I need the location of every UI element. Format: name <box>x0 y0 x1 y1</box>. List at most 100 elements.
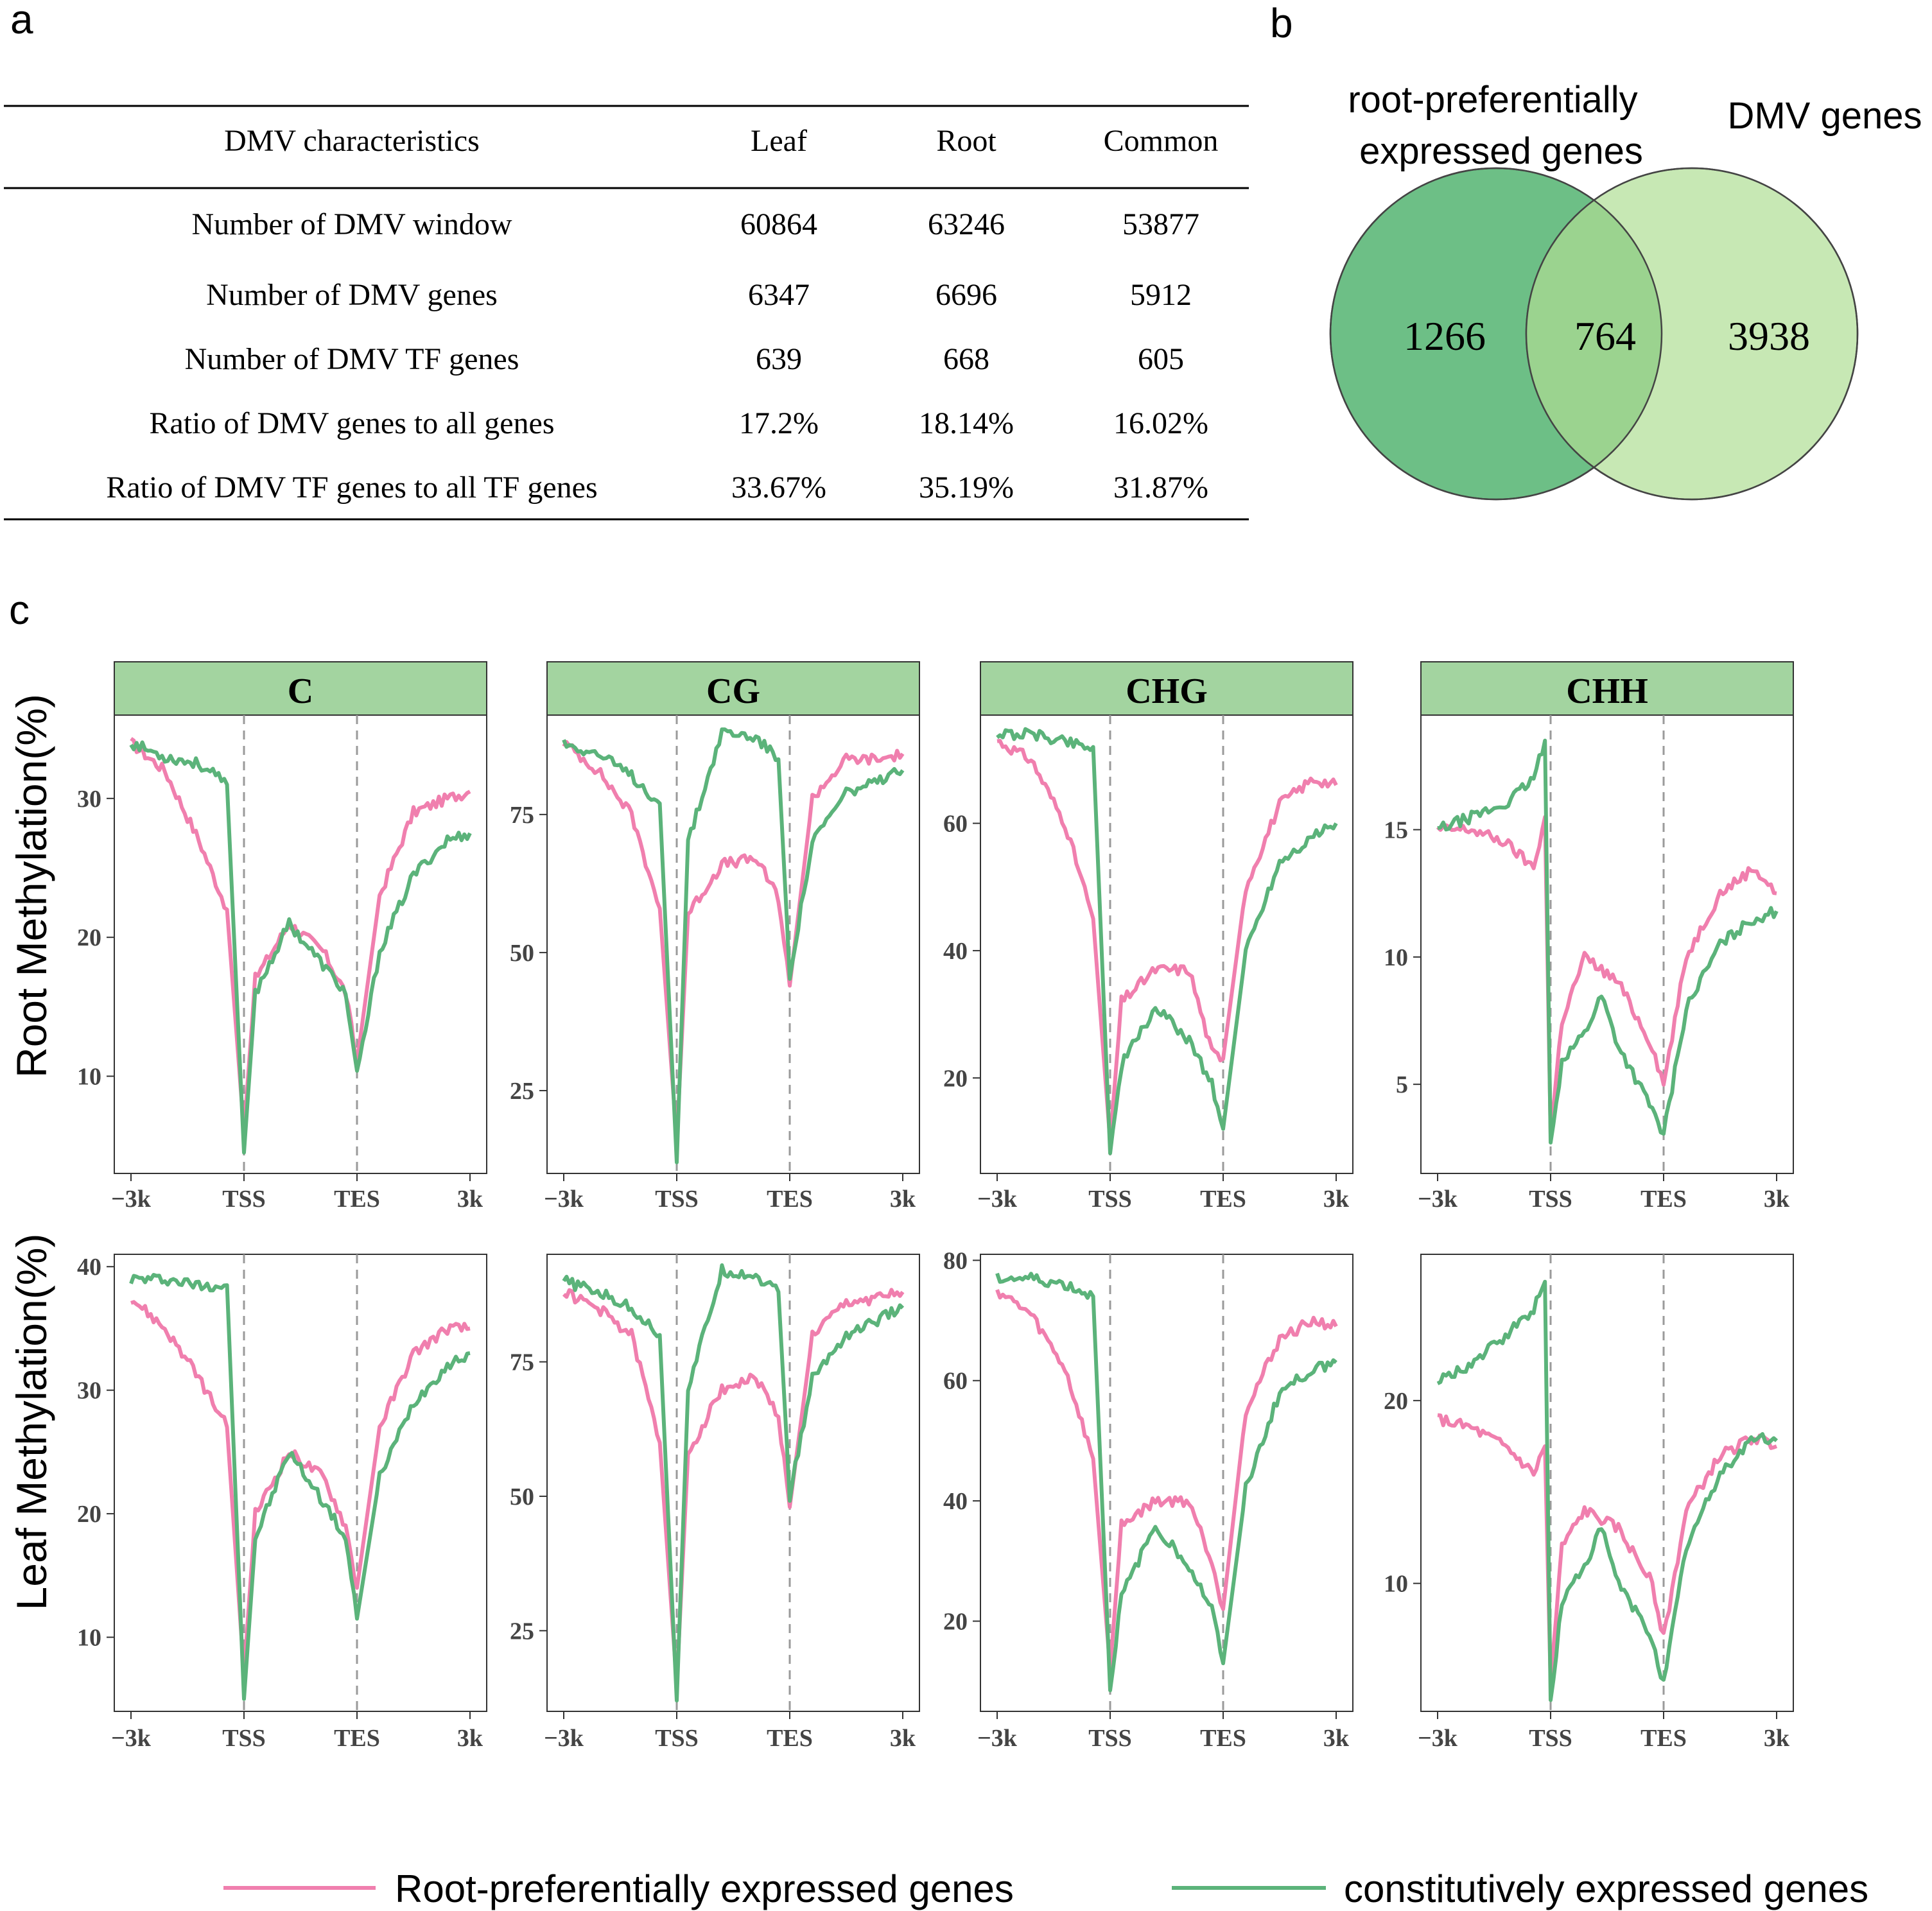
panel-root-CHG: CHG −3k TSS TES 3k 20 40 60 <box>943 661 1353 1213</box>
facet-strip <box>114 661 487 716</box>
panel-label-c: c <box>9 587 30 633</box>
table-cell: 17.2% <box>739 406 819 440</box>
x-tick-label: TSS <box>655 1725 699 1752</box>
y-tick-label: 75 <box>510 1349 534 1376</box>
series-line-root-preferential <box>995 1289 1338 1672</box>
plot-frame <box>546 1254 920 1712</box>
x-tick-label: 3k <box>457 1725 483 1752</box>
x-tick-label: 3k <box>1323 1186 1350 1213</box>
venn-overlap-count: 764 <box>1574 313 1636 359</box>
venn-right-only-count: 3938 <box>1728 313 1810 359</box>
plot-frame <box>980 714 1353 1174</box>
table-cell: 60864 <box>740 207 817 241</box>
panel-leaf-CG: −3k TSS TES 3k 25 50 75 <box>510 1254 920 1752</box>
y-tick-label: 50 <box>510 1483 534 1510</box>
series-line-constitutive <box>562 1263 905 1703</box>
legend-label-constitutive: constitutively expressed genes <box>1344 1867 1868 1910</box>
panel-leaf-C: −3k TSS TES 3k 10 20 30 40 <box>77 1254 487 1752</box>
panel-leaf-CHG: −3k TSS TES 3k 20 40 60 80 <box>943 1247 1353 1752</box>
series-line-constitutive <box>995 1272 1337 1693</box>
series-line-root-preferential <box>996 739 1338 1144</box>
y-tick-label: 15 <box>1384 817 1408 844</box>
venn-left-only-count: 1266 <box>1404 313 1486 359</box>
x-tick-label: TSS <box>1088 1186 1132 1213</box>
series-line-root-preferential <box>1437 1413 1778 1686</box>
x-tick-label: 3k <box>457 1186 483 1213</box>
x-tick-label: TES <box>767 1725 813 1752</box>
x-tick-label: −3k <box>977 1725 1018 1752</box>
series-line-constitutive <box>996 727 1338 1155</box>
y-tick-label: 30 <box>77 786 101 813</box>
table-cell: 31.87% <box>1113 471 1208 505</box>
y-tick-label: 20 <box>1384 1388 1408 1415</box>
plot-frame <box>114 714 487 1174</box>
y-tick-label: 75 <box>510 802 534 829</box>
y-tick-label: 10 <box>77 1064 101 1091</box>
x-tick-label: TES <box>1640 1725 1687 1752</box>
x-tick-label: TSS <box>655 1186 699 1213</box>
x-tick-label: 3k <box>1764 1725 1790 1752</box>
table-header-leaf: Leaf <box>751 124 807 158</box>
x-tick-label: TES <box>1640 1186 1687 1213</box>
table-row-label: Number of DMV window <box>191 207 512 241</box>
x-tick-label: −3k <box>977 1186 1018 1213</box>
x-tick-label: 3k <box>890 1725 916 1752</box>
x-tick-label: TSS <box>1529 1186 1572 1213</box>
facet-strip-label: CHG <box>1126 671 1208 711</box>
y-tick-label: 25 <box>510 1618 534 1645</box>
series-line-root-preferential <box>130 1300 471 1677</box>
methylation-profiles: C −3k TSS TES 3k 10 20 30 CG −3k TSS TES 3k 25 50 75 CHG… <box>77 661 1794 1752</box>
y-tick-label: 20 <box>943 1608 968 1635</box>
y-tick-label: 40 <box>943 1488 968 1515</box>
x-tick-label: 3k <box>890 1186 916 1213</box>
table-cell: 605 <box>1138 342 1184 376</box>
table-row-label: Number of DMV genes <box>206 278 498 312</box>
dmv-table: DMV characteristics Leaf Root Common Num… <box>106 124 1218 505</box>
table-cell: 668 <box>943 342 989 376</box>
y-tick-label: 40 <box>943 938 968 965</box>
y-tick-label: 25 <box>510 1078 534 1105</box>
table-cell: 6696 <box>936 278 997 312</box>
panel-label-b: b <box>1270 0 1293 46</box>
table-header-common: Common <box>1104 124 1219 158</box>
y-tick-label: 10 <box>1384 1571 1408 1598</box>
table-cell: 16.02% <box>1113 406 1208 440</box>
x-tick-label: TES <box>334 1725 380 1752</box>
table-cell: 35.19% <box>919 471 1014 505</box>
x-tick-label: TES <box>1200 1186 1246 1213</box>
y-tick-label: 10 <box>77 1625 101 1652</box>
series-line-constitutive <box>562 727 905 1164</box>
x-tick-label: TES <box>1200 1725 1246 1752</box>
table-header-characteristics: DMV characteristics <box>224 124 480 158</box>
facet-strip-label: CHH <box>1566 671 1648 711</box>
venn-left-label-line1: root-preferentially <box>1348 79 1637 121</box>
table-cell: 63246 <box>928 207 1005 241</box>
x-tick-label: TES <box>767 1186 813 1213</box>
y-tick-label: 60 <box>943 1368 968 1395</box>
panel-leaf-CHH: −3k TSS TES 3k 10 20 <box>1384 1254 1794 1752</box>
plot-frame <box>1420 1254 1794 1712</box>
legend-label-root-preferential: Root-preferentially expressed genes <box>395 1867 1014 1910</box>
table-header-root: Root <box>936 124 996 158</box>
y-tick-label: 60 <box>943 811 968 838</box>
x-tick-label: −3k <box>111 1725 152 1752</box>
series-line-root-preferential <box>562 1288 905 1687</box>
facet-strip-label: C <box>288 671 313 711</box>
table-cell: 639 <box>756 342 802 376</box>
facet-strip <box>980 661 1353 716</box>
panel-root-CHH: CHH −3k TSS TES 3k 5 10 15 <box>1384 661 1794 1213</box>
x-tick-label: −3k <box>111 1186 152 1213</box>
x-tick-label: TSS <box>222 1186 266 1213</box>
plot-frame <box>980 1254 1353 1712</box>
series-line-constitutive <box>129 1273 471 1701</box>
facet-strip <box>546 661 920 716</box>
series-line-constitutive <box>129 740 472 1155</box>
panel-root-CG: CG −3k TSS TES 3k 25 50 75 <box>510 661 920 1213</box>
row-label-root: Root Methylation(%) <box>8 694 55 1078</box>
venn-left-outline <box>1329 167 1663 501</box>
y-tick-label: 30 <box>77 1378 101 1405</box>
x-tick-label: TSS <box>1529 1725 1572 1752</box>
row-label-leaf: Leaf Methylation(%) <box>8 1234 55 1611</box>
table-cell: 5912 <box>1130 278 1192 312</box>
